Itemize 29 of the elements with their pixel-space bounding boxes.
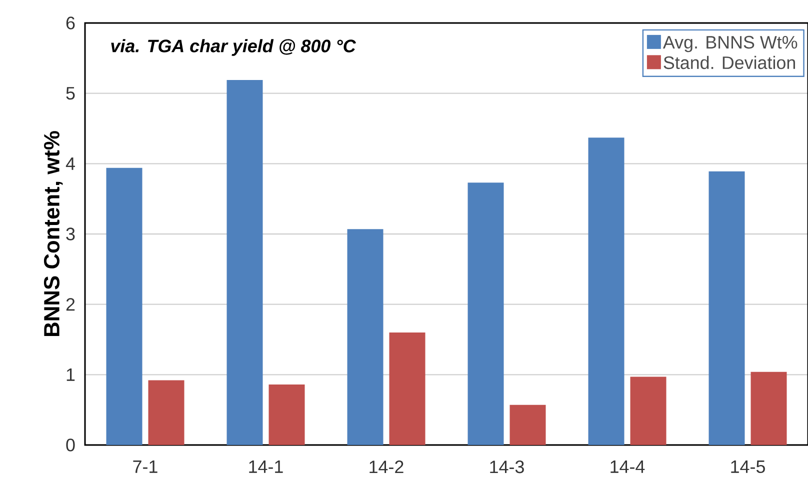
bar [630,376,666,445]
x-tick-label: 14-1 [249,460,283,473]
bar [708,171,745,445]
bar [226,80,263,445]
bar [468,182,504,445]
bar [347,229,384,445]
bar [268,384,305,445]
y-tick-label: 6 [66,16,75,30]
y-tick-label: 1 [66,368,75,381]
y-axis-title: BNNS Content, wt% [44,131,63,336]
bar [148,380,184,445]
bar [588,138,624,445]
x-tick-label: 14-4 [610,460,645,473]
y-tick-label: 4 [66,157,75,170]
bar [750,372,787,445]
bar [389,332,426,445]
bar [510,404,546,445]
annotation: via. TGA char yield @ 800 °C [111,39,356,56]
y-tick-label: 3 [66,228,75,240]
x-tick-label: 14-2 [370,460,404,474]
y-tick-label: 5 [66,87,75,100]
x-tick-label: 14-3 [490,460,524,474]
legend-label: Avg. BNNS Wt% [662,36,798,52]
bar [106,168,142,445]
y-tick-label: 2 [66,298,75,311]
x-tick-label: 14-5 [731,460,765,474]
legend-label: Stand. Deviation [664,56,795,70]
x-tick-label: 7-1 [133,460,158,473]
y-tick-label: 0 [66,438,75,452]
